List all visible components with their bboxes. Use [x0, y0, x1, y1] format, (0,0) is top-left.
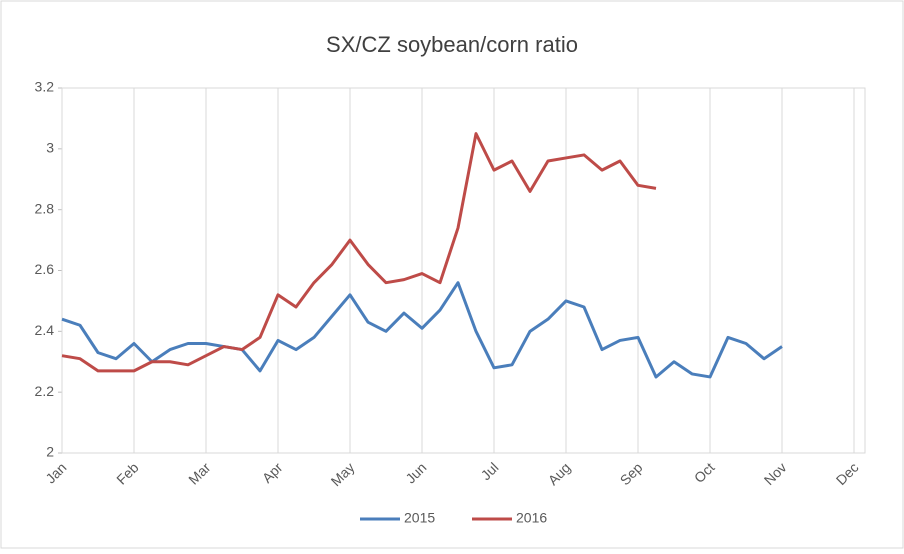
y-tick-label: 2.6 — [35, 261, 55, 277]
legend-label: 2016 — [516, 510, 547, 526]
y-tick-label: 2.4 — [35, 322, 55, 338]
y-tick-label: 3.2 — [35, 79, 55, 95]
y-tick-label: 2.2 — [35, 383, 55, 399]
y-tick-label: 3 — [46, 140, 54, 156]
chart-title: SX/CZ soybean/corn ratio — [326, 32, 578, 57]
y-tick-label: 2 — [46, 444, 54, 460]
line-series — [61, 132, 657, 373]
legend-label: 2015 — [404, 510, 435, 526]
line-series — [61, 281, 783, 379]
y-tick-label: 2.8 — [35, 200, 55, 216]
